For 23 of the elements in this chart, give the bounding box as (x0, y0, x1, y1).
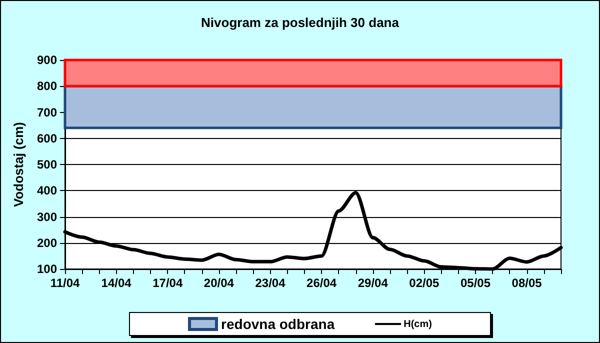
y-tick-label: 900 (36, 53, 58, 67)
legend-label: H(cm) (404, 318, 432, 330)
y-tick-label: 700 (36, 105, 58, 120)
y-tick-label: 600 (36, 131, 58, 146)
x-tick-label: 14/04 (101, 276, 132, 290)
x-tick-label: 05/05 (460, 276, 491, 290)
chart-title: Nivogram za poslednjih 30 dana (201, 15, 400, 30)
y-tick-label: 300 (36, 210, 58, 224)
x-tick-label: 17/04 (152, 276, 183, 290)
y-tick-label: 500 (36, 158, 58, 172)
x-tick-label: 23/04 (255, 276, 286, 290)
x-tick-label: 11/04 (50, 276, 80, 290)
x-tick-label: 20/04 (204, 276, 234, 290)
y-axis-title: Vodostaj (cm) (11, 122, 26, 207)
x-tick-label: 02/05 (409, 276, 440, 290)
x-tick-label: 08/05 (512, 276, 542, 290)
y-tick-label: 200 (36, 236, 58, 250)
y-tick-label: 400 (36, 184, 58, 198)
y-tick-label: 100 (36, 262, 58, 276)
x-tick-label: 29/04 (358, 276, 388, 290)
y-tick-label: 800 (36, 79, 58, 94)
legend-label: redovna odbrana (221, 316, 335, 332)
x-tick-label: 26/04 (306, 276, 337, 290)
